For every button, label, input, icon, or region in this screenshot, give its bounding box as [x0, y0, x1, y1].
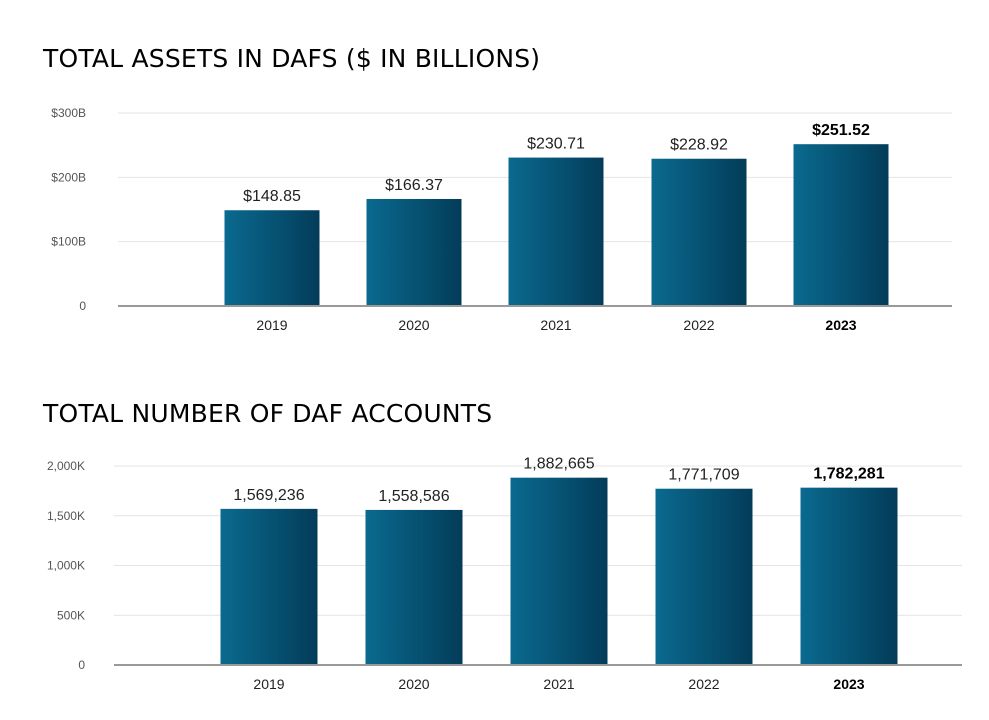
- assets-bar-2020: [366, 198, 462, 306]
- accounts-data-label: 1,771,709: [668, 467, 739, 484]
- assets-bar-2019: [224, 210, 320, 306]
- assets-data-label: $228.92: [670, 137, 728, 154]
- assets-ytick-label: $200B: [51, 170, 86, 184]
- assets-ytick-label: 0: [79, 299, 86, 313]
- accounts-ytick-label: 1,500K: [47, 509, 85, 523]
- assets-xtick-label: 2019: [256, 317, 287, 333]
- assets-bar-2021: [508, 157, 604, 306]
- assets-data-label: $148.85: [243, 188, 301, 205]
- assets-bar-chart: 0 $100B $200B $300B $148.85 2019 $166.37 2020 $2…: [51, 106, 952, 333]
- accounts-xtick-label: 2022: [688, 676, 719, 692]
- accounts-data-label: 1,569,236: [233, 487, 304, 504]
- accounts-bar-2021: [510, 477, 608, 665]
- assets-xtick-label: 2021: [540, 317, 571, 333]
- assets-data-label: $230.71: [527, 136, 585, 153]
- accounts-xtick-label: 2023: [833, 676, 864, 692]
- accounts-bar-chart: 0 500K 1,000K 1,500K 2,000K 1,569,236 2019 1,55…: [47, 456, 962, 692]
- accounts-chart-title: TOTAL NUMBER OF DAF ACCOUNTS: [43, 399, 493, 428]
- assets-xtick-label: 2020: [398, 317, 429, 333]
- accounts-bar-2023: [800, 487, 898, 665]
- assets-bar-2022: [651, 158, 747, 306]
- accounts-bar-2020: [365, 509, 463, 665]
- accounts-ytick-label: 500K: [57, 608, 85, 622]
- assets-ytick-label: $300B: [51, 106, 86, 120]
- assets-data-label: $251.52: [812, 122, 870, 139]
- assets-xtick-label: 2022: [683, 317, 714, 333]
- accounts-ytick-label: 2,000K: [47, 459, 85, 473]
- accounts-ytick-label: 0: [78, 658, 85, 672]
- accounts-bar-2019: [220, 508, 318, 665]
- accounts-data-label: 1,782,281: [813, 466, 884, 483]
- assets-ytick-label: $100B: [51, 235, 86, 249]
- accounts-data-label: 1,558,586: [378, 488, 449, 505]
- assets-xtick-label: 2023: [825, 317, 856, 333]
- accounts-ytick-label: 1,000K: [47, 559, 85, 573]
- accounts-data-label: 1,882,665: [523, 456, 594, 473]
- assets-data-label: $166.37: [385, 177, 443, 194]
- accounts-xtick-label: 2021: [543, 676, 574, 692]
- accounts-xtick-label: 2020: [398, 676, 429, 692]
- accounts-bar-2022: [655, 488, 753, 665]
- assets-chart-title: TOTAL ASSETS IN DAFS ($ IN BILLIONS): [43, 44, 541, 73]
- assets-bar-2023: [793, 144, 889, 306]
- accounts-xtick-label: 2019: [253, 676, 284, 692]
